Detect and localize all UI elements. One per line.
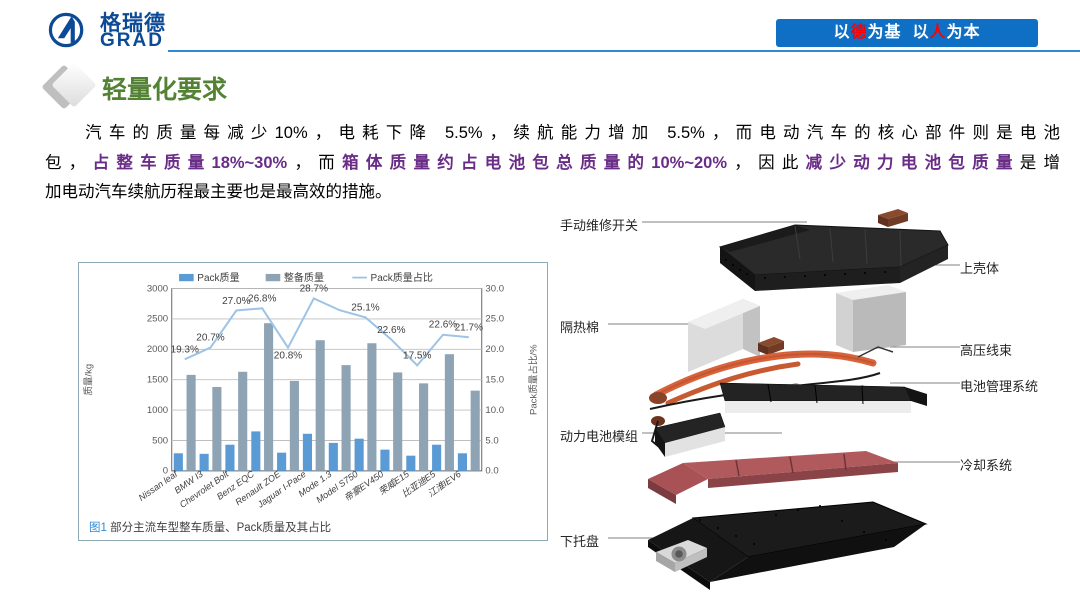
svg-text:5.0: 5.0 [485, 435, 498, 446]
svg-text:25.0: 25.0 [485, 314, 504, 325]
svg-text:20.8%: 20.8% [274, 351, 302, 362]
svg-text:500: 500 [152, 435, 168, 446]
svg-text:30.0: 30.0 [485, 283, 504, 294]
svg-text:Pack质量: Pack质量 [197, 272, 239, 284]
svg-text:2000: 2000 [147, 344, 168, 355]
svg-text:28.7%: 28.7% [300, 283, 328, 294]
svg-text:0.0: 0.0 [485, 466, 498, 477]
svg-text:17.5%: 17.5% [403, 351, 431, 362]
svg-text:26.8%: 26.8% [248, 293, 276, 304]
svg-text:27.0%: 27.0% [222, 296, 250, 307]
svg-text:质量/kg: 质量/kg [83, 364, 95, 396]
svg-text:20.7%: 20.7% [196, 333, 224, 344]
svg-text:Pack质量占比/%: Pack质量占比/% [527, 344, 539, 415]
svg-text:20.0: 20.0 [485, 344, 504, 355]
svg-text:21.7%: 21.7% [455, 322, 483, 333]
svg-text:整备质量: 整备质量 [284, 271, 324, 284]
svg-text:3000: 3000 [147, 283, 168, 294]
svg-text:19.3%: 19.3% [171, 344, 199, 355]
svg-text:Pack质量占比: Pack质量占比 [371, 271, 433, 284]
svg-text:25.1%: 25.1% [351, 302, 379, 313]
svg-text:15.0: 15.0 [485, 374, 504, 385]
svg-text:22.6%: 22.6% [429, 320, 457, 331]
svg-text:2500: 2500 [147, 314, 168, 325]
svg-text:22.6%: 22.6% [377, 325, 405, 336]
svg-text:1000: 1000 [147, 405, 168, 416]
svg-text:10.0: 10.0 [485, 405, 504, 416]
svg-text:1500: 1500 [147, 374, 168, 385]
